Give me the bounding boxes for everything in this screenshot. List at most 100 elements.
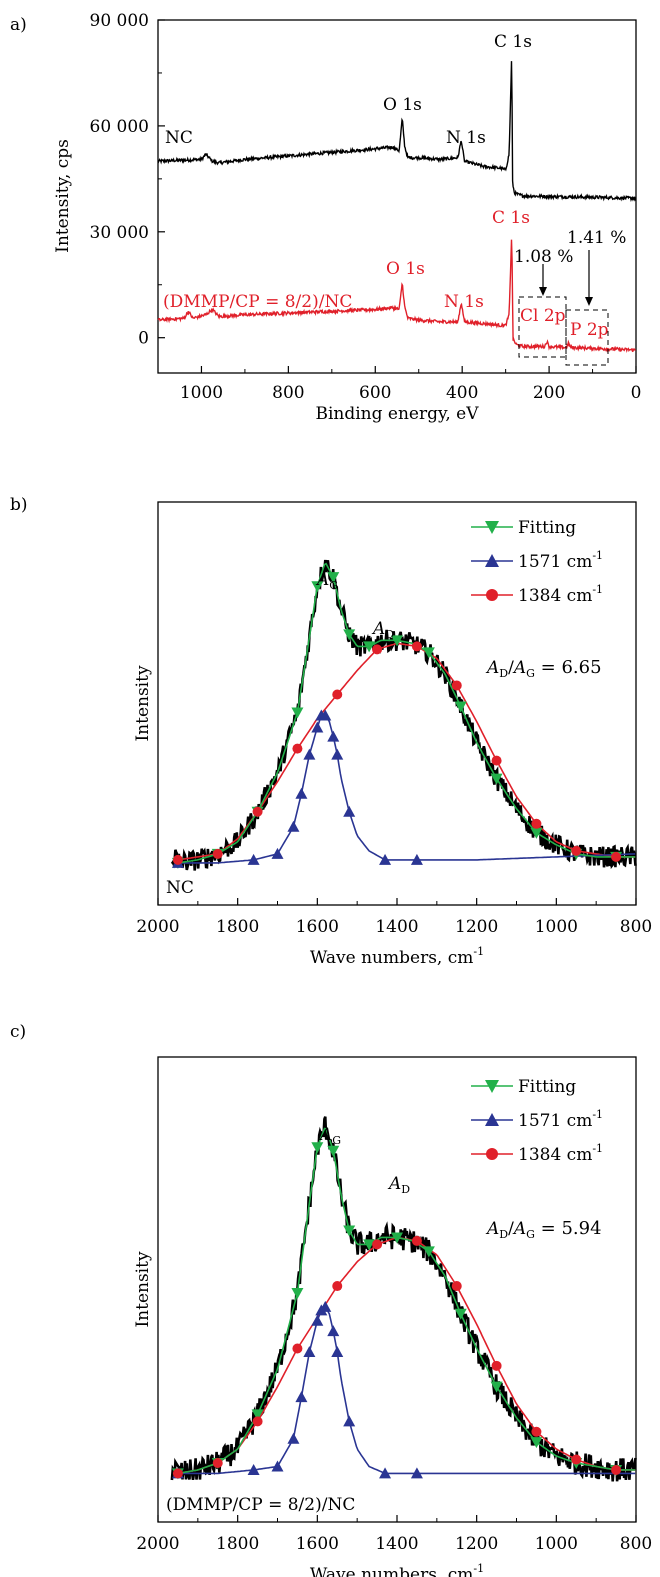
d-band-marker <box>252 1416 263 1427</box>
x-axis-title-sup: -1 <box>473 1562 484 1575</box>
fitting-marker <box>391 635 403 647</box>
x-tick-label: 1600 <box>296 1534 339 1554</box>
d-band-marker <box>212 1458 223 1469</box>
x-tick-label: 1000 <box>535 917 578 937</box>
fitting-marker <box>490 773 503 785</box>
peak-label-d: AD <box>387 1174 410 1196</box>
x-axis-title: Wave numbers, cm-1 <box>310 1562 484 1577</box>
g-band-marker <box>303 748 316 760</box>
fitting-marker <box>454 1308 467 1320</box>
legend-label-sup: -1 <box>592 1142 603 1155</box>
x-tick-label-a: 800 <box>272 383 304 403</box>
label-p2p: P 2p <box>570 320 609 340</box>
x-tick-label: 1400 <box>375 1534 418 1554</box>
sample-label: NC <box>166 878 194 898</box>
x-tick-label: 800 <box>620 1534 652 1554</box>
g-band-marker <box>247 1463 260 1475</box>
p-arrowhead <box>585 297 593 306</box>
fitting-marker <box>251 1409 264 1421</box>
legend-label-sup: -1 <box>592 583 603 596</box>
d-band-marker <box>531 818 542 829</box>
p2p-region-box <box>565 309 609 366</box>
ratio-den-sub: G <box>526 1228 535 1241</box>
legend-marker <box>485 1113 499 1126</box>
x-tick-label-a: 0 <box>631 383 642 403</box>
g-band-marker <box>295 787 308 799</box>
legend-label: 1571 cm-1 <box>518 549 603 572</box>
legend-label: Fitting <box>518 1077 576 1097</box>
fitting-marker <box>311 1142 324 1154</box>
y-tick-label-a: 60 000 <box>90 117 149 137</box>
x-tick-label: 1800 <box>216 1534 259 1554</box>
ratio-a: A <box>485 658 499 678</box>
x-tick-label: 800 <box>620 917 652 937</box>
label-nc-c1s: C 1s <box>494 32 532 52</box>
g-band-marker <box>331 1345 344 1357</box>
x-tick-label-a: 200 <box>533 383 565 403</box>
peak-label-g: AG <box>315 570 338 592</box>
peak-g-main: A <box>315 570 329 590</box>
nc-spectrum-line <box>157 61 637 203</box>
peak-g-main: A <box>318 1125 332 1145</box>
ratio-den-sub: G <box>526 667 535 680</box>
panel-b: b) 2000 1800 1600 1400 1200 1000 800 Wave number… <box>0 480 660 1000</box>
label-nc: NC <box>165 128 193 148</box>
d-band-marker <box>571 845 582 856</box>
g-band-marker <box>379 853 392 865</box>
y-axis-title: Intensity <box>133 665 153 741</box>
cl2p-region-box <box>518 296 567 358</box>
panel-c: c) 2000 1800 1600 1400 1200 1000 800 Wave number… <box>0 1010 660 1577</box>
peak-d-sub: D <box>385 628 394 641</box>
ratio-num-sub: D <box>499 667 508 680</box>
fitting-marker <box>363 1239 376 1251</box>
x-tick-label: 1000 <box>535 1534 578 1554</box>
raw-spectrum-line <box>170 1116 637 1482</box>
label-p-percent: 1.41 % <box>567 228 626 248</box>
fitting-marker <box>391 1232 403 1244</box>
g-band-marker <box>327 1325 340 1337</box>
x-tick-label: 1400 <box>375 917 418 937</box>
x-axis-title-a: Binding energy, eV <box>315 404 479 424</box>
ratio-label: AD/AG = 5.94 <box>485 1218 602 1241</box>
fitting-marker <box>343 1225 356 1237</box>
d-band-marker <box>172 1468 183 1479</box>
d-band-marker <box>611 1464 622 1475</box>
fitting-marker <box>422 647 435 659</box>
label-dmmp: (DMMP/CP = 8/2)/NC <box>163 292 352 312</box>
panel-label: c) <box>10 1022 26 1042</box>
sample-label: (DMMP/CP = 8/2)/NC <box>166 1495 355 1515</box>
g-band-marker <box>379 1467 392 1479</box>
peak-d-sub: D <box>401 1183 410 1196</box>
ratio-a: A <box>485 1219 499 1239</box>
raman-chart-nc: b) 2000 1800 1600 1400 1200 1000 800 Wave number… <box>10 495 652 968</box>
fitting-marker <box>311 581 324 593</box>
legend-label: Fitting <box>518 518 576 538</box>
peak-label-d: AD <box>371 619 394 641</box>
label-dmmp-o1s: O 1s <box>386 259 425 279</box>
fitting-marker <box>327 1145 340 1157</box>
panel-a: a) 1000 800 600 400 200 0 0 30 000 60 000 90 000… <box>0 0 660 430</box>
g-band-marker <box>287 1432 300 1444</box>
x-tick-label: 1200 <box>455 1534 498 1554</box>
xps-survey-chart: a) 1000 800 600 400 200 0 0 30 000 60 000 90 000… <box>10 11 642 424</box>
fitting-marker <box>454 701 467 713</box>
y-axis-title: Intensity <box>133 1251 153 1327</box>
g-band-marker <box>247 853 260 865</box>
x-tick-label: 1600 <box>296 917 339 937</box>
d-band-marker <box>332 1281 343 1292</box>
peak-d-main: A <box>371 619 385 639</box>
g-band-marker <box>271 1460 284 1472</box>
d-band-marker <box>252 806 263 817</box>
x-tick-label-a: 1000 <box>180 383 223 403</box>
g-band-marker <box>343 805 356 817</box>
y-tick-label-a: 30 000 <box>90 223 149 243</box>
d-band-marker <box>411 1235 422 1246</box>
fit-line-0 <box>177 562 636 864</box>
d-band-marker <box>332 689 343 700</box>
peak-label-g: AG <box>318 1125 341 1147</box>
panel-label: b) <box>10 495 28 515</box>
x-axis-title: Wave numbers, cm-1 <box>310 945 484 968</box>
legend-label-sup: -1 <box>592 549 603 562</box>
label-dmmp-n1s: N 1s <box>444 292 484 312</box>
ratio-a2: A <box>512 658 526 678</box>
